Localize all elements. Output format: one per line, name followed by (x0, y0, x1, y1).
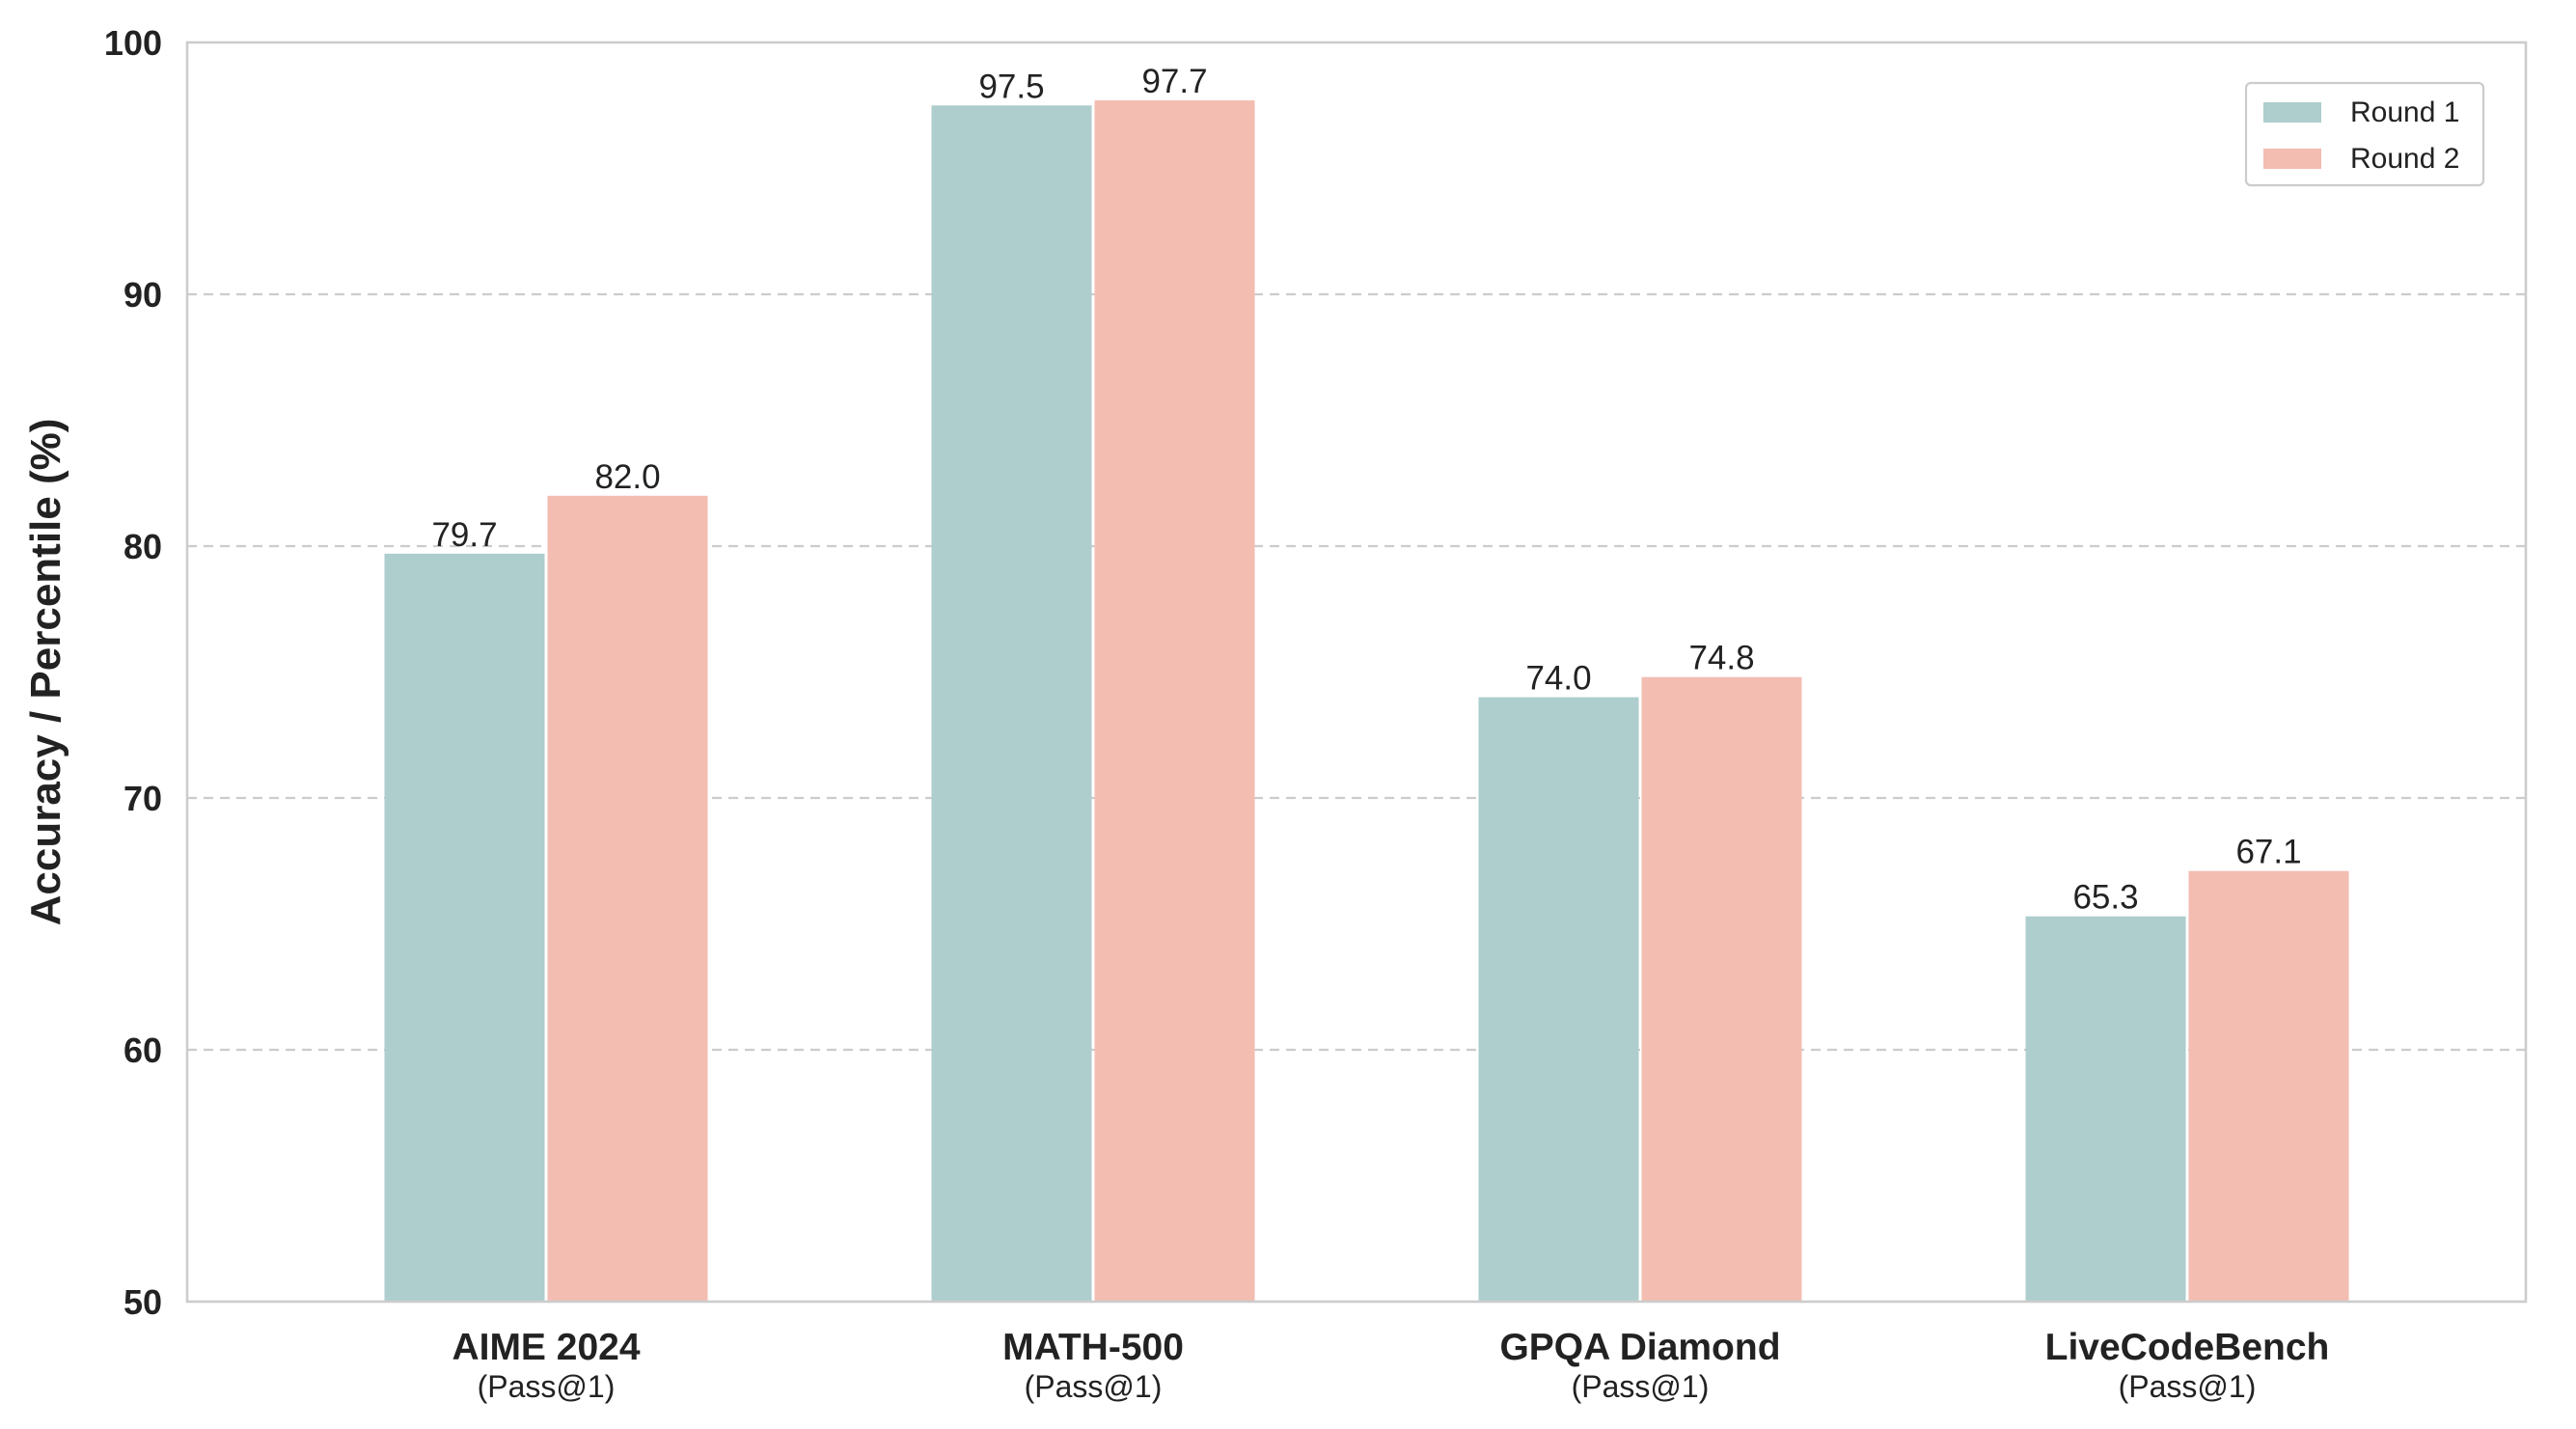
bar-value-labels: 79.7 82.0 97.5 97.7 74.0 74.8 65.3 67.1 (431, 63, 2301, 917)
legend-label: Round 2 (2350, 143, 2459, 175)
legend-swatch (2263, 149, 2321, 169)
bar-round-1-3 (1478, 697, 1639, 1302)
plot-frame (185, 41, 2528, 1304)
legend-label: Round 1 (2350, 96, 2459, 128)
y-tick-label: 80 (123, 527, 162, 566)
x-tick-sublabel: (Pass@1) (478, 1369, 616, 1404)
bar-round-2-3 (1641, 676, 1802, 1302)
x-tick-sublabel: (Pass@1) (1025, 1369, 1163, 1404)
bar-round-2-4 (2188, 870, 2349, 1302)
x-tick-label: LiveCodeBench (2045, 1327, 2330, 1368)
bars (384, 100, 2349, 1302)
y-tick-label: 60 (123, 1031, 162, 1070)
x-tick-label: AIME 2024 (452, 1327, 640, 1368)
y-axis-ticks: 50 60 70 80 90 100 (104, 23, 162, 1322)
bar-round-1-2 (931, 105, 1092, 1302)
x-tick-label: MATH-500 (1002, 1327, 1184, 1368)
bar-value-label: 74.0 (1525, 660, 1591, 698)
y-tick-label: 90 (123, 275, 162, 315)
bar-round-1-4 (2025, 916, 2186, 1302)
y-tick-label: 50 (123, 1282, 162, 1322)
grid-lines (187, 292, 2526, 1052)
y-tick-label: 70 (123, 779, 162, 818)
legend: Round 1 Round 2 (2244, 81, 2485, 187)
x-tick-label: GPQA Diamond (1499, 1327, 1780, 1368)
bar-value-label: 74.8 (1688, 640, 1754, 677)
bar-value-label: 82.0 (594, 458, 660, 496)
bar-value-label: 97.7 (1141, 63, 1207, 100)
y-axis-label: Accuracy / Percentile (%) (22, 419, 69, 926)
bar-value-label: 65.3 (2072, 879, 2138, 917)
legend-swatch (2263, 102, 2321, 123)
x-tick-sublabel: (Pass@1) (2119, 1369, 2257, 1404)
bar-round-2-2 (1094, 100, 1255, 1302)
bar-value-label: 97.5 (978, 68, 1044, 105)
bar-round-1-1 (384, 553, 545, 1302)
bar-value-label: 79.7 (431, 516, 497, 554)
bar-value-label: 67.1 (2235, 834, 2301, 871)
x-axis-ticks: AIME 2024(Pass@1)MATH-500(Pass@1)GPQA Di… (452, 1327, 2329, 1404)
x-tick-sublabel: (Pass@1) (1572, 1369, 1710, 1404)
bar-round-2-1 (547, 495, 708, 1302)
y-tick-label: 100 (104, 23, 162, 63)
